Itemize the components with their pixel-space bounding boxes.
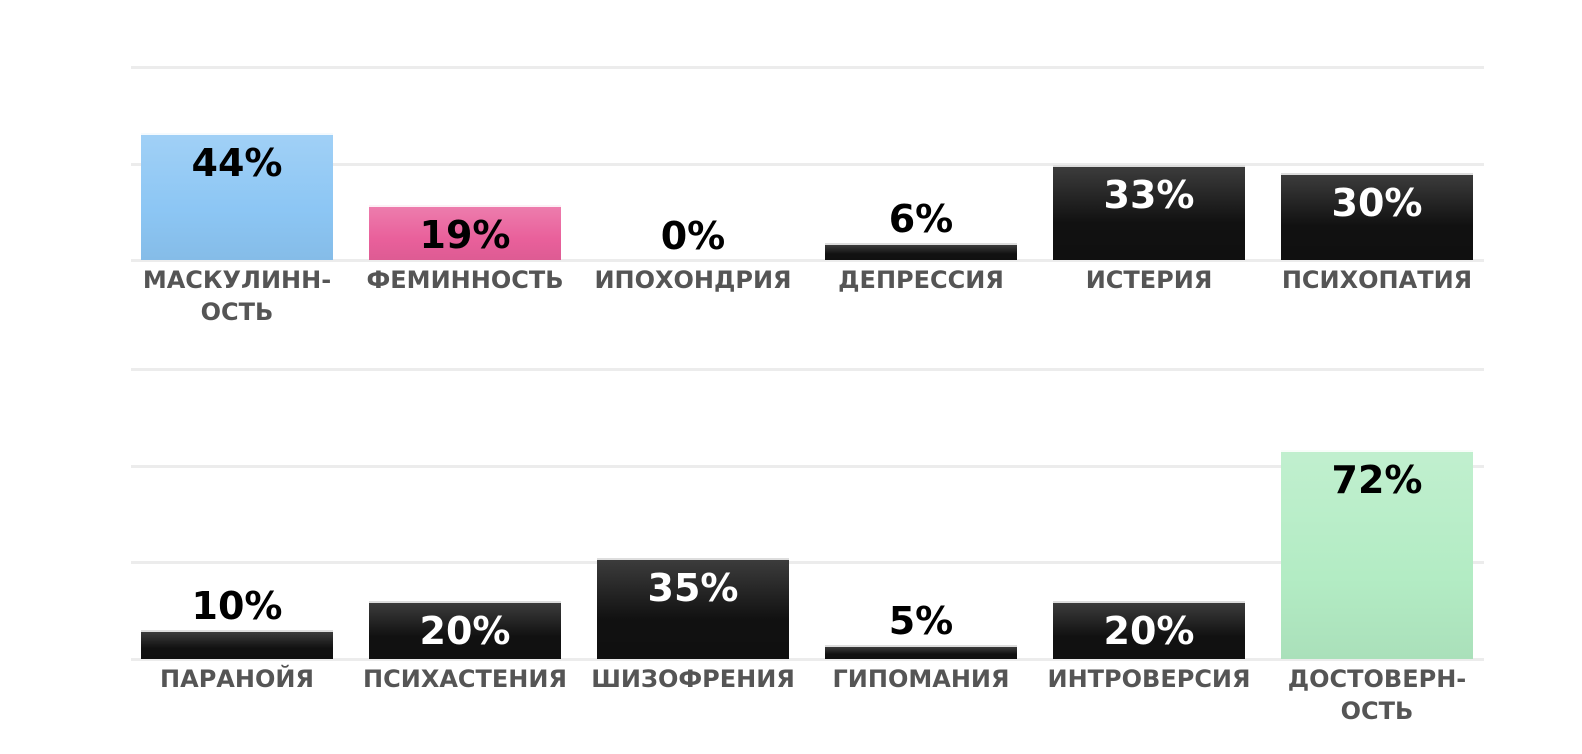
value-label: 10% [191,584,283,628]
bar [369,601,561,659]
value-label: 72% [1331,458,1423,503]
value-label: 5% [888,598,954,643]
category-label: ФЕМИННОСТЬ [366,266,564,294]
bar [1281,173,1473,260]
grid-line [131,561,1484,565]
value-label: 19% [419,213,511,258]
grid-line [131,464,1484,468]
category-label: ГИПОМАНИЯ [832,665,1010,693]
category-label: ДОСТОВЕРН- ОСТЬ [1287,665,1467,725]
bar [825,242,1017,261]
value-label: 30% [1331,181,1423,226]
category-label: ИСТЕРИЯ [1085,266,1213,294]
category-label: ИПОХОНДРИЯ [594,266,792,294]
grid-line [131,162,1484,166]
value-label: 44% [191,140,283,185]
bar [1053,601,1245,659]
category-label: ПСИХАСТЕНИЯ [363,665,567,693]
category-label: ДЕПРЕССИЯ [838,266,1004,294]
grid-line [131,368,1484,371]
bar [141,630,333,659]
bar [1281,450,1473,659]
grid-line [131,259,1484,262]
category-label: ИНТРОВЕРСИЯ [1047,665,1251,693]
value-label: 6% [888,196,954,241]
category-label: ШИЗОФРЕНИЯ [591,665,795,693]
value-label: 33% [1103,172,1195,217]
grid-line [131,66,1484,69]
category-label: МАСКУЛИНН- ОСТЬ [142,266,332,326]
value-label: 20% [1103,609,1195,653]
bar [825,644,1017,659]
bar [141,132,333,261]
value-label: 20% [419,609,511,653]
value-label: 0% [660,214,726,258]
category-label: ПСИХОПАТИЯ [1281,266,1473,294]
bar [597,557,789,659]
category-label: ПАРАНОЙЯ [160,665,314,693]
bar [369,205,561,260]
grid-line [131,658,1484,661]
bar [1053,164,1245,261]
value-label: 35% [647,565,739,610]
